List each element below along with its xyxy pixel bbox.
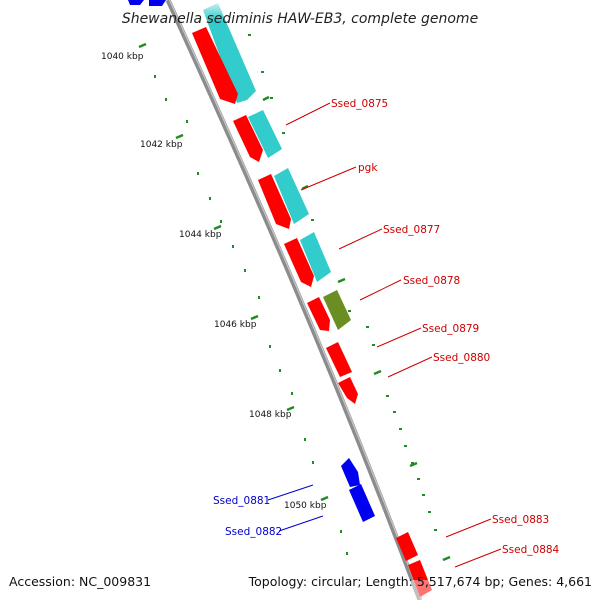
forward-gene-labels: Ssed_0875 pgk Ssed_0877 Ssed_0878 Ssed_0… — [331, 98, 560, 556]
gene-label-ssed-0881[interactable]: Ssed_0881 — [213, 495, 270, 507]
gene-block[interactable] — [128, 0, 144, 5]
gene-label-ssed-0884[interactable]: Ssed_0884 — [502, 544, 560, 556]
gene-block-ssed-0884[interactable] — [408, 560, 432, 597]
reverse-gene-labels: Ssed_0881 Ssed_0882 — [213, 495, 282, 538]
gene-block[interactable] — [149, 0, 166, 6]
gene-label-ssed-0883[interactable]: Ssed_0883 — [492, 514, 549, 526]
gene-block-ssed-0877[interactable] — [284, 238, 314, 287]
outer-tick-track — [154, 75, 348, 555]
kbp-label: 1044 kbp — [179, 230, 222, 240]
gene-block[interactable] — [248, 110, 282, 158]
inner-kbp-tick-marks — [262, 95, 451, 562]
gene-block-ssed-0878[interactable] — [323, 290, 351, 330]
gene-label-ssed-0877[interactable]: Ssed_0877 — [383, 224, 440, 236]
gene-block-ssed-0883[interactable] — [396, 532, 418, 561]
top-fade — [195, 0, 265, 20]
gene-label-ssed-0875[interactable]: Ssed_0875 — [331, 98, 388, 110]
kbp-label: 1048 kbp — [249, 410, 292, 420]
forward-gene-blocks — [192, 27, 432, 597]
kbp-label: 1050 kbp — [284, 501, 327, 511]
genome-backbone-highlight — [168, 0, 423, 600]
reverse-gene-blocks — [128, 0, 375, 522]
bottom-fade — [395, 580, 455, 600]
gene-block[interactable] — [300, 232, 331, 282]
gene-block-pgk[interactable] — [258, 174, 291, 229]
kbp-label: 1042 kbp — [140, 140, 183, 150]
gene-block[interactable] — [274, 168, 309, 224]
forward-rna-blocks — [203, 3, 331, 282]
reverse-label-leaders — [267, 484, 324, 532]
accession-text: Accession: NC_009831 — [9, 574, 151, 589]
kbp-label: 1046 kbp — [214, 320, 257, 330]
gene-block-ssed-0881[interactable] — [341, 458, 360, 487]
forward-label-leaders — [285, 102, 502, 568]
kbp-label: 1040 kbp — [101, 52, 144, 62]
gene-block[interactable] — [203, 3, 256, 103]
map-title: Shewanella sediminis HAW-EB3, complete g… — [122, 11, 478, 27]
gene-block-ssed-0880[interactable] — [326, 342, 352, 377]
gene-label-ssed-0878[interactable]: Ssed_0878 — [403, 275, 460, 287]
inner-tick-track — [248, 34, 437, 531]
kbp-labels: 1040 kbp 1042 kbp 1044 kbp 1046 kbp 1048… — [101, 52, 327, 511]
genome-backbone — [165, 0, 423, 600]
gene-label-ssed-0880[interactable]: Ssed_0880 — [433, 352, 490, 364]
gene-block-ssed-0879[interactable] — [307, 297, 330, 331]
gene-block-ssed-0882[interactable] — [349, 484, 375, 522]
genome-summary-text: Topology: circular; Length: 5,517,674 bp… — [248, 574, 592, 589]
kbp-tick-marks — [138, 42, 329, 502]
gene-label-ssed-0879[interactable]: Ssed_0879 — [422, 323, 479, 335]
gene-block[interactable] — [192, 27, 238, 104]
gene-label-pgk[interactable]: pgk — [358, 162, 378, 174]
gene-label-ssed-0882[interactable]: Ssed_0882 — [225, 526, 282, 538]
gene-block-ssed-0875[interactable] — [233, 115, 263, 162]
gene-block[interactable] — [338, 377, 358, 404]
